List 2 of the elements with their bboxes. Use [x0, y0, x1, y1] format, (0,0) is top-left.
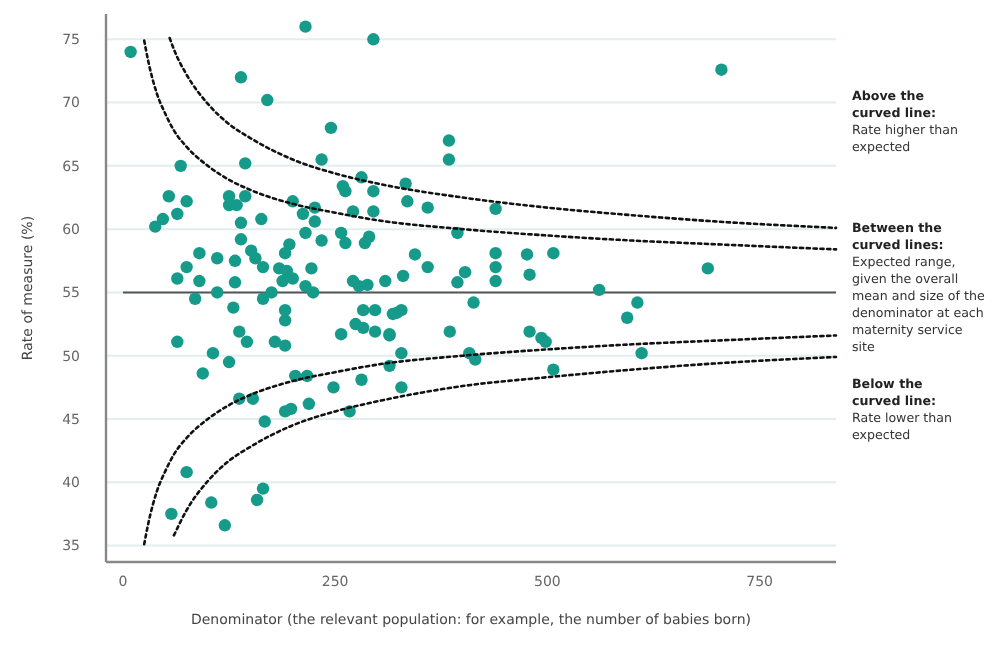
line-series — [142, 334, 838, 546]
line-series — [172, 355, 838, 537]
